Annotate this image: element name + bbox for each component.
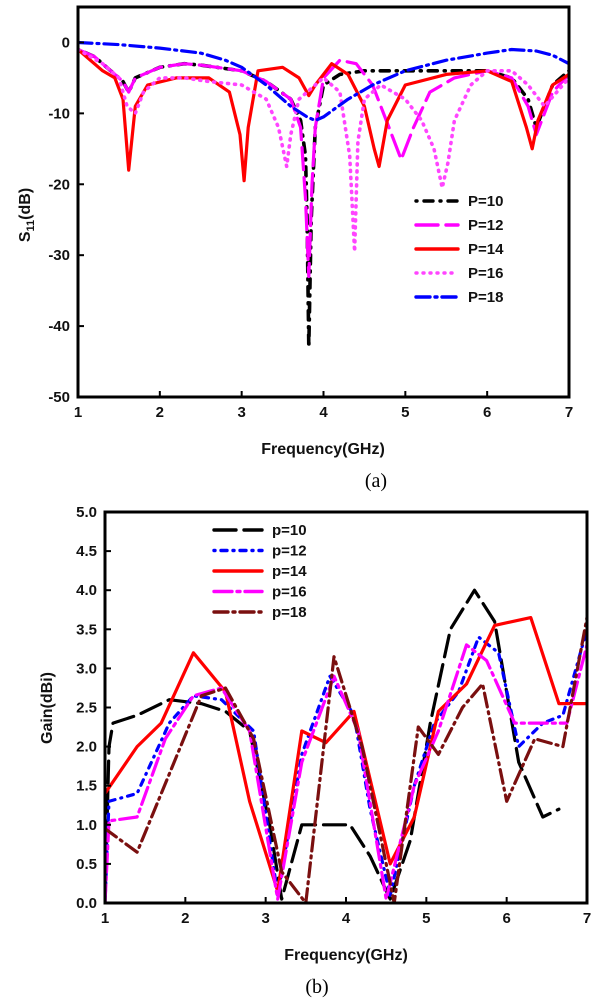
y-tick-label-a: -30	[48, 247, 70, 264]
legend-label-b-p-16: p=16	[272, 584, 307, 601]
plot-frame-b	[103, 510, 589, 905]
y-tick-label-b: 4.5	[76, 543, 97, 560]
series-group-b	[105, 588, 587, 903]
series-line-b-p-18	[105, 615, 587, 903]
legend-label-a-p-16: P=16	[468, 265, 503, 282]
y-axis-label-a: S11(dB)	[17, 188, 37, 242]
y-tick-label-b: 5.0	[76, 504, 97, 521]
y-tick-label-a: -20	[48, 176, 70, 193]
y-tick-label-b: 2.0	[76, 739, 97, 756]
y-tick-label-b: 1.0	[76, 817, 97, 834]
y-tick-label-a: -10	[48, 105, 70, 122]
x-tick-label-b: 4	[342, 910, 351, 927]
y-tick-label-b: 0.5	[76, 856, 97, 873]
chart-panel-b: Gain(dBi) Frequency(GHz) (b) 1 2 3 4 5 6 7 0.0 0…	[39, 504, 591, 998]
legend-label-a-p-18: P=18	[468, 289, 503, 306]
legend-label-a-p-12: P=12	[468, 217, 503, 234]
panel-caption-b: (b)	[305, 976, 328, 998]
chart-panel-a: S11(dB) Frequency(GHz) (a) 1 2 3 4 5 6 7 0 -10 -2…	[17, 5, 573, 492]
x-tick-label-b: 2	[181, 910, 189, 927]
y-tick-label-b: 4.0	[76, 582, 97, 599]
y-tick-label-b: 0.0	[76, 895, 97, 912]
series-line-b-p-14	[105, 615, 587, 893]
series-line-b-p-12	[105, 627, 587, 903]
x-tick-label-a: 6	[483, 404, 491, 421]
y-tick-label-a: 0	[62, 34, 70, 51]
x-axis-label-a: Frequency(GHz)	[261, 441, 385, 458]
x-tick-label-b: 3	[261, 910, 269, 927]
y-tick-label-b: 1.5	[76, 778, 97, 795]
x-tick-label-a: 7	[565, 404, 573, 421]
y-tick-label-a: -40	[48, 318, 70, 335]
legend-label-a-p-14: P=14	[468, 241, 504, 258]
legend-a: P=10 P=12 P=14 P=16 P=18	[410, 191, 518, 317]
x-tick-label-b: 7	[583, 910, 591, 927]
series-line-b-p-10	[105, 588, 561, 903]
x-tick-label-b: 6	[502, 910, 510, 927]
legend-label-a-p-10: P=10	[468, 193, 503, 210]
x-tick-label-b: 1	[101, 910, 109, 927]
x-tick-label-a: 3	[237, 404, 245, 421]
x-tick-label-b: 5	[422, 910, 430, 927]
series-line-b-p-16	[105, 643, 587, 903]
x-tick-label-a: 2	[156, 404, 164, 421]
series-line-a-p-18	[78, 40, 569, 123]
x-tick-label-a: 4	[319, 404, 328, 421]
y-tick-label-b: 3.0	[76, 660, 97, 677]
y-tick-label-b: 2.5	[76, 700, 97, 717]
x-tick-label-a: 5	[401, 404, 409, 421]
y-tick-label-a: -50	[48, 389, 70, 406]
y-tick-label-b: 3.5	[76, 621, 97, 638]
x-axis-label-b: Frequency(GHz)	[284, 947, 408, 964]
legend-label-b-p-14: p=14	[272, 563, 307, 580]
x-tick-label-a: 1	[74, 404, 82, 421]
series-line-a-p-16	[78, 47, 569, 254]
legend-b: p=10 p=12 p=14 p=16 p=18	[212, 522, 307, 621]
legend-label-b-p-18: p=18	[272, 604, 307, 621]
series-group-a	[78, 40, 569, 350]
y-axis-label-b: Gain(dBi)	[39, 672, 56, 744]
legend-label-b-p-10: p=10	[272, 522, 307, 539]
panel-caption-a: (a)	[365, 470, 387, 492]
legend-label-b-p-12: p=12	[272, 543, 307, 560]
